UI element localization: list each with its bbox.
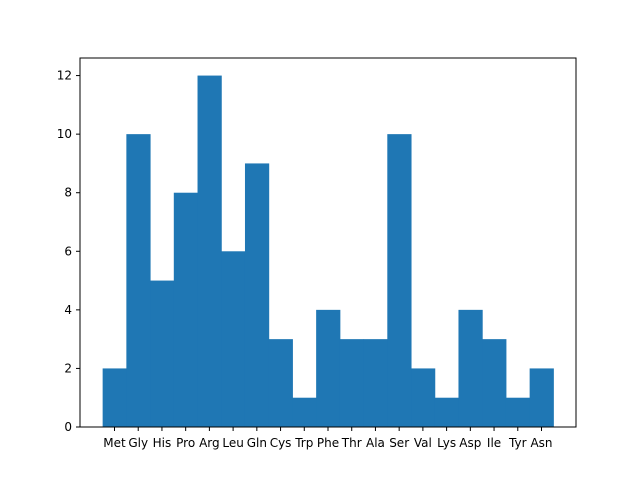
x-tick-label: Cys	[270, 436, 292, 450]
x-tick-label: Gly	[128, 436, 148, 450]
y-tick-label: 0	[64, 420, 72, 434]
bar-lys	[434, 397, 459, 427]
plot-frame	[79, 57, 577, 428]
bar-asn	[529, 368, 554, 427]
bar-ala	[363, 339, 388, 427]
x-tick-label: Thr	[341, 436, 362, 450]
bar-tyr	[505, 397, 531, 427]
bar-gly	[126, 134, 151, 427]
x-tick-label: Asn	[530, 436, 552, 450]
x-tick-label: Asp	[459, 436, 481, 450]
x-tick-label: Tyr	[508, 436, 527, 450]
bar-cys	[268, 339, 293, 427]
bar-arg	[197, 75, 222, 428]
x-tick-label: Met	[103, 436, 126, 450]
x-tick-label: Ile	[487, 436, 501, 450]
y-tick-label: 8	[64, 186, 72, 200]
x-axis: Met Gly His Pro Arg Leu Gln Cys Trp Phe Thr Ala Ser V…	[103, 427, 553, 450]
y-tick-label: 4	[64, 303, 72, 317]
bar-leu	[221, 251, 246, 427]
bar-ser	[387, 134, 412, 427]
bars-layer	[102, 75, 554, 428]
bar-pro	[173, 192, 199, 427]
x-tick-label: Val	[414, 436, 432, 450]
x-tick-label: Gln	[247, 436, 267, 450]
x-tick-label: Arg	[199, 436, 220, 450]
y-tick-label: 10	[57, 127, 72, 141]
y-tick-label: 2	[64, 361, 72, 375]
x-tick-label: Lys	[437, 436, 456, 450]
x-tick-label: Leu	[222, 436, 243, 450]
x-tick-label: Phe	[317, 436, 339, 450]
x-tick-label: Ala	[366, 436, 385, 450]
bar-phe	[316, 309, 341, 427]
x-tick-label: Trp	[294, 436, 313, 450]
y-tick-label: 12	[57, 69, 72, 83]
bar-trp	[292, 397, 317, 427]
bar-asp	[458, 309, 483, 427]
bar-met	[102, 368, 127, 427]
x-tick-label: His	[153, 436, 172, 450]
bar-thr	[339, 339, 365, 427]
bar-ile	[482, 339, 507, 427]
y-tick-label: 6	[64, 244, 72, 258]
x-tick-label: Pro	[176, 436, 195, 450]
y-axis: 0 2 4 6 8 10 12	[57, 69, 80, 434]
bar-his	[150, 280, 175, 427]
bar-gln	[244, 163, 270, 427]
bar-val	[411, 368, 436, 427]
x-tick-label: Ser	[389, 436, 409, 450]
